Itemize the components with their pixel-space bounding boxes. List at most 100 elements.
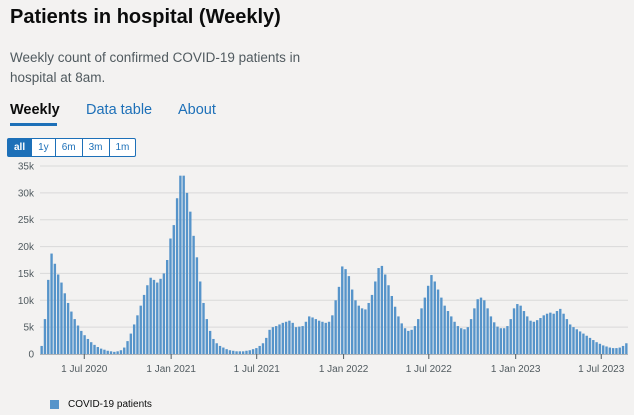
bar [615,348,618,354]
bar [136,315,139,354]
bar [423,297,427,354]
x-tick-label: 1 Jan 2021 [146,364,196,375]
chart-legend: COVID-19 patients [50,399,152,410]
bar [169,238,172,354]
bar [113,351,116,354]
bar [189,211,192,354]
range-6m-button[interactable]: 6m [56,139,83,156]
bar [268,329,271,354]
bar [572,327,575,354]
bar [284,321,288,354]
bar [390,295,393,354]
bar [341,266,344,354]
bar [565,319,569,354]
page-subtitle: Weekly count of confirmed COVID-19 patie… [10,50,301,85]
bar [549,312,552,354]
bar [446,311,450,354]
y-tick-label: 10k [18,296,35,307]
bar [212,338,215,354]
bar [489,316,493,354]
y-tick-label: 5k [23,323,35,334]
bar [278,324,281,354]
bar [526,316,529,354]
bar [618,347,621,354]
bar [611,348,615,354]
bar [202,302,205,354]
bar [466,327,469,354]
bar [374,281,377,354]
bar [463,329,466,354]
bar [370,294,374,354]
bar [347,276,351,354]
y-tick-label: 20k [18,242,35,253]
bar [479,297,483,354]
bar [506,326,509,354]
bar [420,308,423,354]
bar [344,269,347,354]
bar [384,274,387,354]
bar [417,319,420,354]
bar [493,322,496,354]
bar [459,328,463,354]
bar [585,335,588,354]
bar [314,319,318,354]
bar [255,348,258,354]
x-tick-label: 1 Jul 2020 [61,364,108,375]
bar [73,319,76,354]
range-3m-button[interactable]: 3m [83,139,110,156]
bar [66,302,70,354]
bar [109,351,113,354]
bar [126,341,129,354]
bar [139,305,142,354]
y-tick-label: 30k [18,188,35,199]
range-all-button[interactable]: all [8,139,33,156]
bar [245,350,248,354]
bar [486,308,489,354]
bar [238,351,242,354]
bar [304,321,308,354]
active-tab-indicator [10,123,57,126]
bar [562,313,565,354]
bar [149,277,152,354]
tab-data-table[interactable]: Data table [86,102,153,118]
bar [450,316,453,354]
bar [555,311,559,354]
tab-weekly[interactable]: Weekly [10,102,60,118]
range-1m-button[interactable]: 1m [115,142,130,153]
bar [275,326,278,354]
bar [327,321,331,354]
bar [535,320,539,354]
x-tick-label: 1 Jan 2022 [319,364,369,375]
bar [602,345,605,354]
bar [545,313,549,354]
bar [436,289,440,354]
bar [350,289,354,354]
bar [509,319,512,354]
bar [539,318,542,354]
bar [142,294,146,354]
bar [56,274,60,354]
bar [331,315,334,354]
bar [251,349,255,354]
bar [152,279,156,354]
y-tick-label: 35k [18,162,35,173]
tab-about[interactable]: About [178,102,216,118]
legend-swatch [50,400,59,409]
bar [83,335,86,354]
bar [232,350,235,354]
bar [103,349,106,354]
bar [119,350,123,354]
bar [281,322,284,354]
bar [516,304,519,354]
bar [400,323,403,354]
bar [288,320,291,354]
x-tick-label: 1 Jan 2023 [491,364,541,375]
bar [456,326,460,354]
range-1y-button[interactable]: 1y [32,139,56,156]
bar [380,265,384,354]
bar [364,309,367,354]
bar [598,343,602,354]
bar [443,305,446,354]
bar [496,326,499,354]
bar [377,268,380,354]
